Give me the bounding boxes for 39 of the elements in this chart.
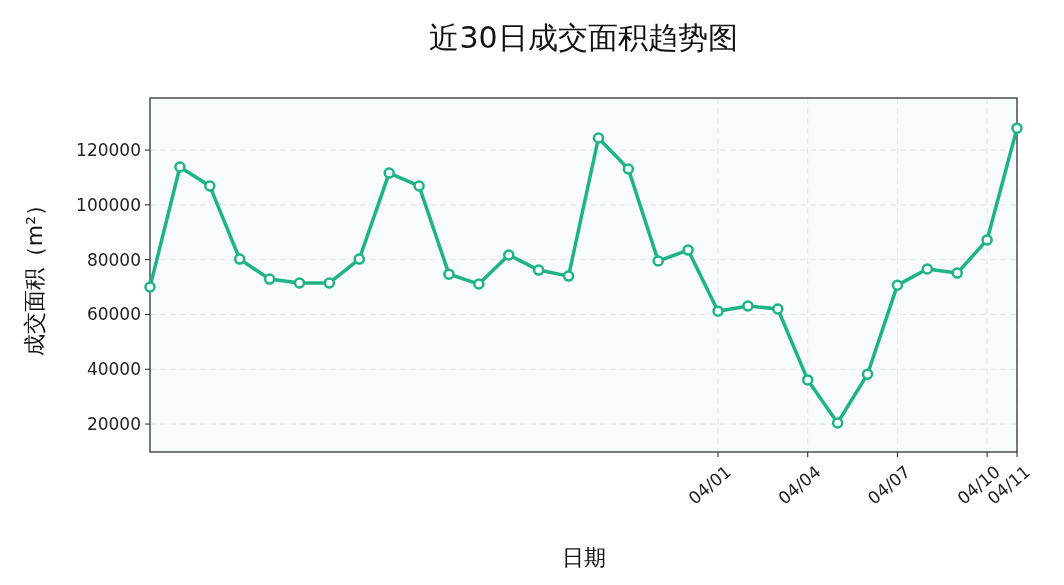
point bbox=[144, 281, 156, 293]
y-tick-label: 80000 bbox=[86, 249, 141, 270]
y-tick-label: 100000 bbox=[76, 194, 141, 215]
point bbox=[622, 163, 635, 175]
point bbox=[652, 255, 664, 267]
point bbox=[323, 277, 336, 289]
point bbox=[293, 277, 306, 289]
point bbox=[443, 268, 455, 280]
y-tick-label: 40000 bbox=[86, 359, 141, 380]
point bbox=[503, 249, 515, 261]
y-tick-label: 120000 bbox=[76, 140, 141, 161]
point bbox=[951, 267, 963, 279]
point bbox=[831, 417, 844, 429]
point bbox=[562, 270, 575, 282]
chart-title: 近30日成交面积趋势图 bbox=[429, 20, 738, 55]
point bbox=[861, 368, 874, 380]
point bbox=[532, 264, 545, 276]
point bbox=[473, 278, 485, 290]
point bbox=[204, 180, 216, 192]
point bbox=[383, 167, 395, 179]
y-tick-label: 20000 bbox=[86, 414, 141, 435]
y-axis-title: 成交面积（m²） bbox=[22, 193, 47, 357]
point bbox=[981, 234, 993, 246]
x-axis-title: 日期 bbox=[561, 545, 606, 570]
point bbox=[712, 305, 724, 317]
point bbox=[742, 300, 754, 312]
point bbox=[233, 253, 246, 265]
point bbox=[891, 279, 904, 291]
point bbox=[801, 374, 814, 386]
point bbox=[174, 161, 186, 173]
point bbox=[1011, 122, 1023, 134]
point bbox=[353, 253, 366, 265]
point bbox=[921, 263, 934, 275]
point bbox=[413, 180, 425, 192]
y-tick-label: 60000 bbox=[86, 304, 141, 325]
point bbox=[592, 132, 605, 144]
point bbox=[682, 244, 694, 256]
point bbox=[772, 303, 784, 315]
point bbox=[263, 273, 276, 285]
